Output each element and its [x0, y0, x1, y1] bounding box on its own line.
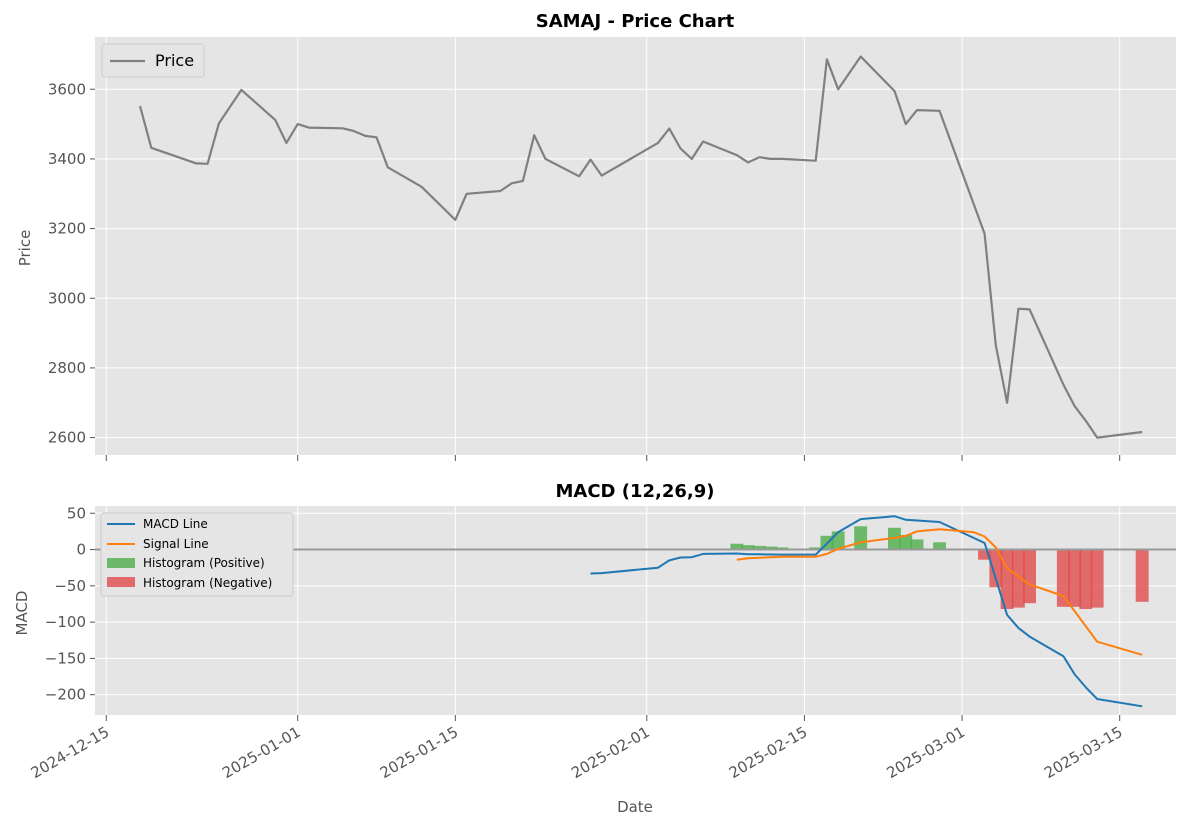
macd-legend-box [100, 512, 294, 597]
macd-y-tick-label: 50 [67, 504, 86, 522]
price-line [138, 55, 1143, 439]
macd-hist-bar-positive [933, 542, 946, 550]
macd-hist-bar-negative [1056, 549, 1070, 607]
macd-hist-bar-positive [809, 547, 823, 550]
macd-hist-bar-negative [1023, 549, 1036, 604]
macd-y-ticks: 50 0 −50 −100 −150 −200 [45, 504, 95, 704]
price-legend-label: Price [155, 51, 194, 70]
macd-series-group [590, 515, 1143, 708]
price-plot-area [95, 37, 1176, 455]
macd-legend-swatch-hist-neg [107, 577, 135, 587]
macd-hist-bar-negative [1079, 549, 1093, 609]
macd-hist-bar-positive [764, 546, 778, 550]
macd-y-tick-label: −50 [54, 577, 86, 595]
price-legend: Price [101, 43, 205, 78]
price-y-tick-label: 3600 [48, 80, 86, 98]
macd-legend-swatch-hist-pos [107, 558, 135, 568]
macd-legend-label-hist-neg: Histogram (Negative) [143, 576, 272, 590]
macd-hist-bar-negative [989, 549, 1003, 588]
macd-hist-bar-negative [1090, 549, 1104, 608]
macd-hist-bar-positive [775, 547, 789, 550]
macd-hist-bar-negative [978, 549, 991, 560]
signal-line [736, 528, 1143, 656]
macd-legend-label-macd: MACD Line [143, 517, 208, 531]
price-y-tick-label: 2800 [48, 359, 86, 377]
macd-chart-panel: 500−50−100−150−200 2024-12-15 2025-01-01 2… [13, 481, 1176, 816]
macd-hist-bar-positive [854, 526, 868, 550]
macd-y-tick-label: 0 [76, 541, 86, 559]
price-grid [95, 37, 1176, 455]
price-y-tick-label: 3200 [48, 220, 86, 238]
macd-y-axis-label: MACD [13, 591, 31, 636]
macd-hist-bar-positive [899, 535, 913, 550]
macd-hist-bar-positive [752, 545, 766, 550]
macd-hist-bar-positive [730, 543, 744, 550]
price-y-axis-label: Price [16, 230, 34, 267]
macd-histogram-group [730, 526, 1149, 609]
price-legend-box [101, 43, 205, 78]
price-y-tick-label: 3000 [48, 289, 86, 307]
price-x-tick-marks [105, 455, 1121, 461]
macd-legend: MACD Line Signal Line Histogram (Positiv… [100, 512, 294, 597]
macd-hist-bar-negative [1135, 549, 1149, 602]
macd-hist-bar-positive [910, 539, 924, 550]
macd-x-axis-label: Date [617, 798, 653, 816]
macd-y-tick-label: −150 [45, 649, 86, 667]
macd-hist-bar-negative [1068, 549, 1082, 607]
macd-legend-label-signal: Signal Line [143, 537, 209, 551]
price-series-group [138, 55, 1143, 439]
macd-hist-bar-positive [741, 545, 755, 550]
price-chart-panel: 2600 2800 3000 3200 3400 3600 SAMAJ - Price C… [16, 11, 1176, 461]
price-y-tick-label: 2600 [48, 429, 86, 447]
macd-hist-bar-negative [1011, 549, 1025, 608]
macd-legend-label-hist-pos: Histogram (Positive) [143, 556, 265, 570]
price-y-ticks: 2600 2800 3000 3200 3400 3600 [48, 80, 95, 447]
macd-y-tick-label: −200 [45, 686, 86, 704]
price-y-tick-label: 3400 [48, 150, 86, 168]
macd-chart-title: MACD (12,26,9) [555, 481, 714, 502]
macd-line [590, 515, 1143, 708]
price-chart-title: SAMAJ - Price Chart [536, 11, 735, 32]
macd-y-tick-label: −100 [45, 613, 86, 631]
